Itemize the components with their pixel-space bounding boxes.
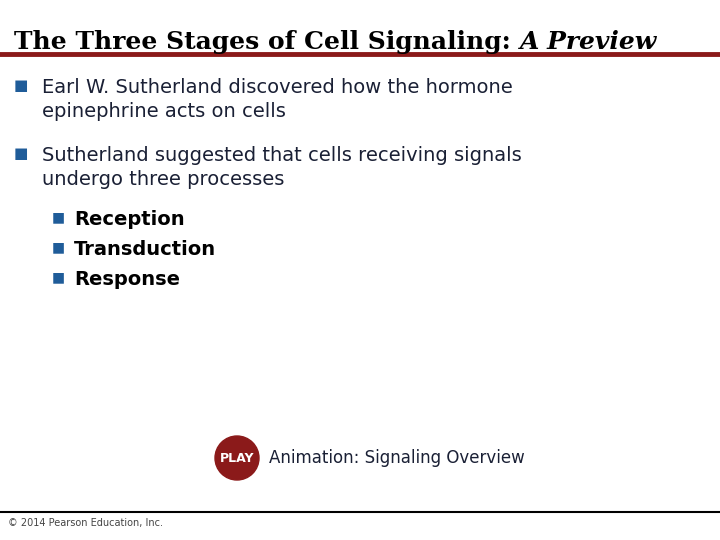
Text: Earl W. Sutherland discovered how the hormone: Earl W. Sutherland discovered how the ho… xyxy=(42,78,513,97)
Text: undergo three processes: undergo three processes xyxy=(42,170,284,189)
Text: ■: ■ xyxy=(14,146,28,161)
Text: PLAY: PLAY xyxy=(220,451,254,464)
Text: ■: ■ xyxy=(52,240,65,254)
Text: Animation: Signaling Overview: Animation: Signaling Overview xyxy=(269,449,525,467)
Circle shape xyxy=(215,436,259,480)
Text: The Three Stages of Cell Signaling:: The Three Stages of Cell Signaling: xyxy=(14,30,520,54)
Text: ■: ■ xyxy=(14,78,28,93)
Text: epinephrine acts on cells: epinephrine acts on cells xyxy=(42,102,286,121)
Text: ■: ■ xyxy=(52,270,65,284)
Text: Reception: Reception xyxy=(74,210,184,229)
Text: Transduction: Transduction xyxy=(74,240,216,259)
Text: Sutherland suggested that cells receiving signals: Sutherland suggested that cells receivin… xyxy=(42,146,522,165)
Text: A Preview: A Preview xyxy=(520,30,657,54)
Text: ■: ■ xyxy=(52,210,65,224)
Text: © 2014 Pearson Education, Inc.: © 2014 Pearson Education, Inc. xyxy=(8,518,163,528)
Text: Response: Response xyxy=(74,270,180,289)
